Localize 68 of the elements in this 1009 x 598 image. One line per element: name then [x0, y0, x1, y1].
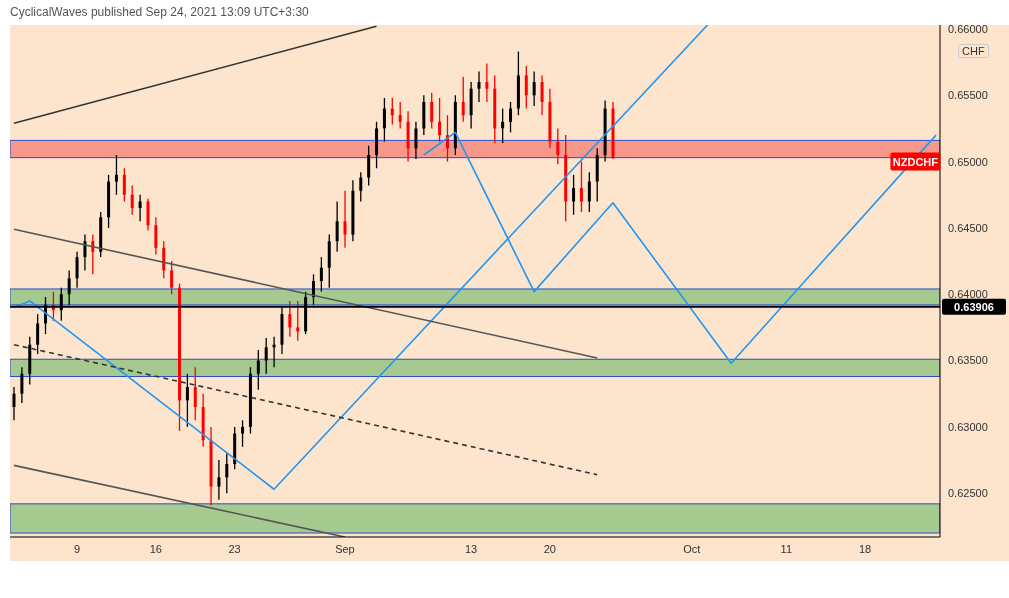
candlestick [264, 337, 268, 375]
x-tick-label: 11 [780, 542, 793, 555]
x-tick-label: 13 [464, 542, 478, 555]
candlestick [146, 198, 150, 232]
x-tick-label: 18 [859, 542, 872, 555]
candlestick [556, 127, 560, 165]
candlestick [414, 121, 418, 160]
candlestick [477, 70, 481, 103]
y-tick-label: 0.65000 [948, 155, 988, 168]
candlestick [20, 366, 24, 404]
y-tick-label: 0.64500 [948, 221, 988, 234]
candlestick [367, 145, 371, 187]
candlestick [154, 216, 158, 256]
candlestick [501, 107, 505, 144]
candlestick [540, 74, 544, 116]
candlestick [430, 92, 434, 130]
candlestick [359, 171, 363, 203]
candlestick [335, 200, 339, 253]
candlestick [12, 386, 16, 421]
annotation: NZDCHF [892, 155, 939, 168]
y-tick-label: 0.63500 [948, 354, 988, 367]
y-tick-label: 0.64000 [948, 288, 988, 301]
candlestick [296, 300, 300, 342]
candlestick [36, 313, 40, 355]
x-tick-label: 16 [149, 542, 162, 555]
candlestick [438, 97, 442, 143]
text: CHF [958, 44, 989, 58]
candlestick [241, 419, 245, 448]
x-tick-label: Oct [683, 542, 701, 555]
candlestick [178, 283, 182, 432]
candlestick [579, 160, 583, 213]
candlestick [343, 190, 347, 249]
candlestick [122, 167, 126, 203]
y-tick-label: 0.66000 [948, 22, 988, 35]
y-tick-label: 0.63000 [948, 420, 988, 433]
candlestick [162, 240, 166, 279]
candlestick [509, 101, 513, 134]
y-tick-label: 0.65500 [948, 89, 988, 102]
candlestick [319, 256, 323, 293]
candlestick [193, 366, 197, 421]
candlestick [524, 65, 528, 110]
candlestick [130, 184, 134, 216]
candlestick [398, 101, 402, 130]
candlestick [532, 70, 536, 107]
candlestick [288, 300, 292, 338]
x-tick-label: Sep [335, 542, 355, 555]
candlestick [390, 97, 394, 126]
candlestick [114, 154, 118, 196]
x-tick-label: 20 [543, 542, 556, 555]
candlestick [185, 373, 189, 428]
x-tick-label: 23 [228, 542, 241, 555]
candlestick [461, 76, 465, 123]
candlestick [138, 194, 142, 222]
chart-title: CyclicalWaves published Sep 24, 2021 13:09 UTC+3:30 [10, 5, 309, 19]
candlestick [170, 260, 174, 295]
y-tick-label: 0.62500 [948, 487, 988, 500]
candlestick [75, 251, 79, 289]
candlestick [256, 349, 260, 391]
candlestick [572, 174, 576, 216]
candlestick [382, 97, 386, 143]
candlestick [587, 171, 591, 213]
candlestick [225, 452, 229, 494]
candlestick [83, 233, 87, 272]
candlestick [217, 459, 221, 501]
candlestick [485, 62, 489, 103]
candlestick [91, 233, 95, 276]
x-tick-label: 9 [73, 542, 81, 555]
ref-line-label: 0.63906 [954, 300, 994, 313]
